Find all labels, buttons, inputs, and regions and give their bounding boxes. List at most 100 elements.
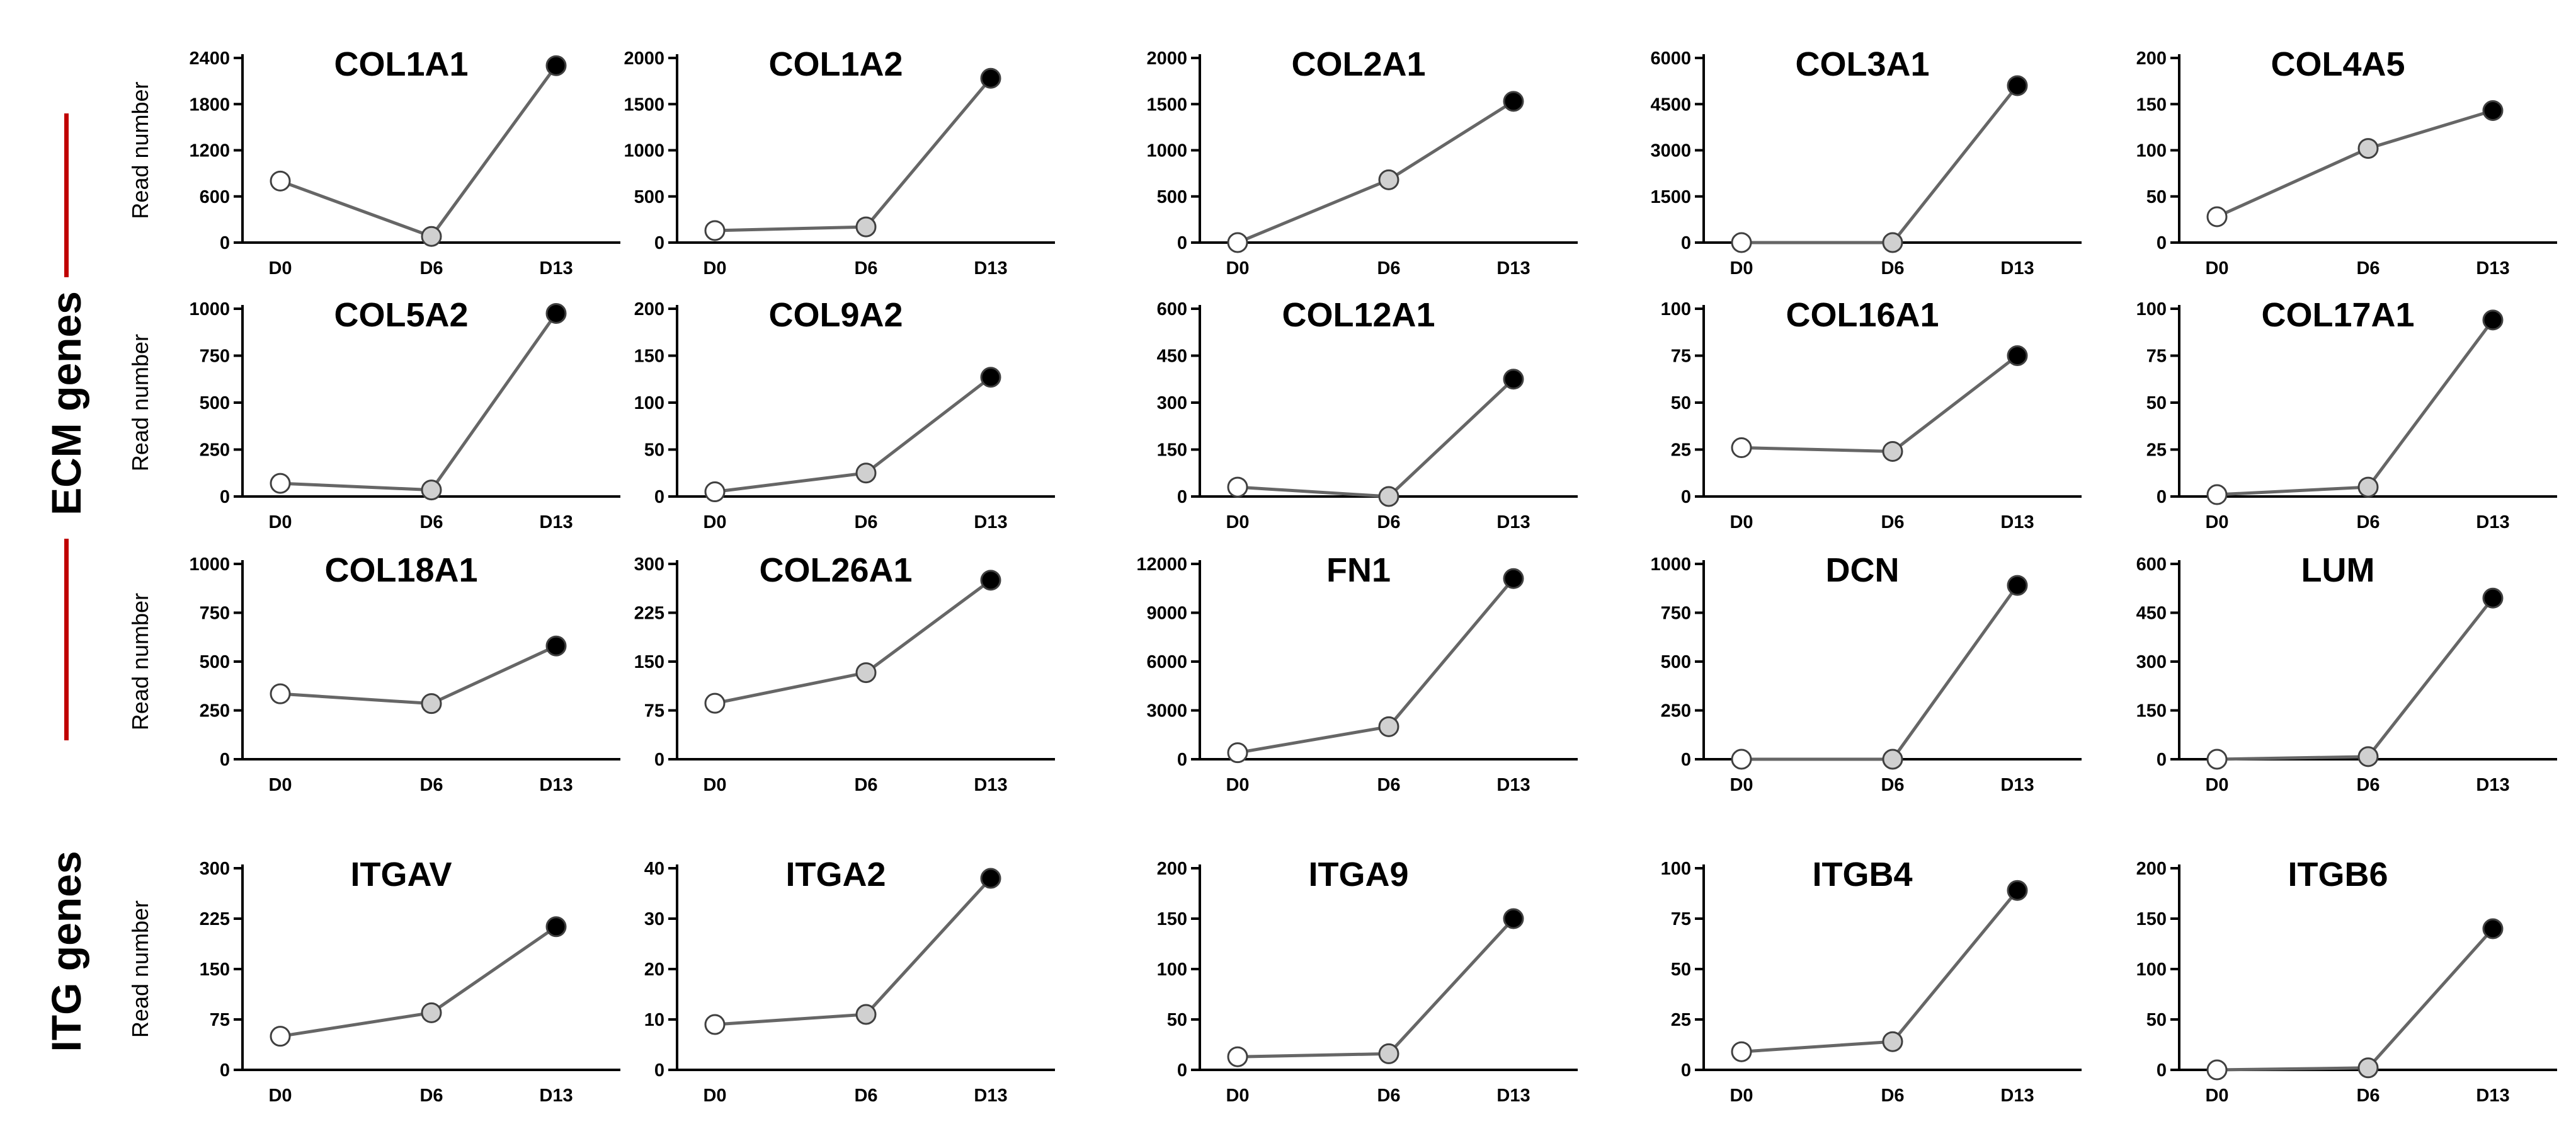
col17a1-x-tick-label: D0 (2205, 512, 2228, 532)
itga2-point-d6 (855, 1004, 877, 1025)
col17a1-y-tick-label: 50 (2146, 393, 2167, 413)
col26a1-y-tick-label: 300 (634, 554, 664, 575)
lum-x-tick-label: D13 (2476, 775, 2509, 795)
itgb4-series-line (1741, 889, 2019, 1053)
col1a1-y-tick-label: 1800 (189, 95, 230, 115)
dcn-y-tick-label: 500 (1661, 652, 1691, 672)
itga2-y-tick-label: 10 (644, 1010, 664, 1030)
itgav-y-tick-label: 0 (220, 1060, 230, 1081)
col12a1-series-line (1237, 377, 1515, 498)
col1a2-x-tick-label: D0 (703, 258, 726, 278)
col16a1-x-tick-label: D6 (1881, 512, 1904, 532)
itga2-point-d0 (704, 1014, 726, 1035)
itga9-y-tick-label: 0 (1177, 1060, 1187, 1081)
col1a1-x-tick-label: D6 (419, 258, 443, 278)
col5a2-point-d6 (421, 479, 442, 501)
itgav-y-tick-label: 225 (200, 909, 230, 929)
col4a5-y-tick-label: 100 (2136, 141, 2167, 161)
col26a1-point-d0 (704, 692, 726, 714)
col1a1-y-tick-label: 0 (220, 233, 230, 253)
fn1-point-d13 (1503, 568, 1524, 589)
itgb6-y-tick-label: 0 (2157, 1060, 2167, 1081)
col1a2-series-line (714, 77, 992, 232)
col3a1-point-d6 (1882, 232, 1903, 253)
lum-series-line (2216, 597, 2494, 761)
itga9-point-d0 (1227, 1046, 1248, 1067)
col12a1-y-tick-label: 300 (1157, 393, 1187, 413)
itgav-y-axis-label: Read number (127, 900, 153, 1038)
col26a1-x-tick-label: D6 (854, 775, 877, 795)
col1a2-chart-title: COL1A2 (768, 45, 903, 83)
col17a1-chart-title: COL17A1 (2261, 296, 2414, 334)
col9a2-series-line (714, 376, 992, 494)
col17a1-x-tick-label: D6 (2356, 512, 2379, 532)
col9a2-y-tick-label: 150 (634, 347, 664, 367)
itgav-chart-title: ITGAV (351, 856, 452, 893)
col4a5-x-tick-label: D6 (2356, 258, 2379, 278)
lum-x-tick-label: D0 (2205, 775, 2228, 795)
lum-chart-title: LUM (2301, 551, 2375, 589)
itgb6-point-d6 (2357, 1057, 2379, 1079)
col16a1-x-tick-label: D0 (1730, 512, 1753, 532)
col4a5-series-line (2216, 109, 2493, 219)
col9a2-chart-title: COL9A2 (768, 296, 903, 334)
col16a1-point-d0 (1731, 437, 1752, 459)
col1a1-y-tick-label: 1200 (189, 141, 230, 161)
itga9-y-tick-label: 50 (1167, 1010, 1187, 1030)
itga2-y-tick-label: 40 (644, 859, 664, 879)
col1a2-x-tick-label: D13 (974, 258, 1007, 278)
dcn-y-tick-label: 750 (1661, 604, 1691, 624)
col12a1-x-tick-label: D0 (1226, 512, 1249, 532)
col12a1-y-tick-label: 150 (1157, 440, 1187, 461)
col18a1-x-tick-label: D13 (539, 775, 573, 795)
col1a2-y-tick-label: 1000 (624, 141, 664, 161)
col2a1-y-tick-label: 1000 (1146, 141, 1187, 161)
ecm-genes-label: ECM genes (43, 291, 89, 515)
fn1-x-tick-label: D13 (1496, 775, 1530, 795)
fn1-y-tick-label: 3000 (1146, 701, 1187, 721)
col17a1-point-d0 (2206, 484, 2228, 505)
lum-point-d6 (2357, 746, 2379, 767)
col5a2-x-tick-label: D0 (268, 512, 292, 532)
col12a1-x-tick-label: D13 (1496, 512, 1530, 532)
itga2-x-tick-label: D13 (974, 1086, 1007, 1106)
itga2-x-tick-label: D0 (703, 1086, 726, 1106)
col5a2-y-tick-label: 750 (200, 347, 230, 367)
col26a1-y-tick-label: 150 (634, 652, 664, 672)
col9a2-x-tick-label: D6 (854, 512, 877, 532)
col5a2-y-tick-label: 500 (200, 393, 230, 413)
col2a1-point-d13 (1503, 91, 1524, 112)
itga2-series-line (714, 877, 992, 1026)
col9a2-y-tick-label: 50 (644, 440, 664, 461)
col16a1-series-line (1741, 354, 2019, 454)
itgb4-y-tick-label: 25 (1671, 1010, 1691, 1030)
col12a1-point-d6 (1378, 486, 1399, 507)
itga9-x-tick-label: D6 (1377, 1086, 1400, 1106)
col1a1-y-axis-label: Read number (127, 81, 153, 219)
col18a1-chart-title: COL18A1 (324, 551, 477, 589)
col1a2-point-d6 (855, 216, 877, 238)
col18a1-y-axis-label: Read number (127, 593, 153, 730)
col18a1-y-tick-label: 1000 (189, 554, 230, 575)
col17a1-point-d13 (2482, 309, 2504, 331)
col16a1-point-d6 (1882, 440, 1903, 462)
col4a5-x-tick-label: D13 (2476, 258, 2509, 278)
col2a1-x-tick-label: D0 (1226, 258, 1249, 278)
col17a1-y-tick-label: 25 (2146, 440, 2167, 461)
col26a1-y-tick-label: 75 (644, 701, 664, 721)
col2a1-y-tick-label: 0 (1177, 233, 1187, 253)
col3a1-y-tick-label: 6000 (1650, 49, 1691, 69)
lum-y-tick-label: 0 (2157, 750, 2167, 770)
itgb4-x-tick-label: D6 (1881, 1086, 1904, 1106)
col5a2-point-d0 (270, 473, 291, 494)
itgav-y-tick-label: 150 (200, 960, 230, 980)
col1a2-y-tick-label: 2000 (624, 49, 664, 69)
col16a1-y-tick-label: 75 (1671, 347, 1691, 367)
col18a1-x-tick-label: D0 (268, 775, 292, 795)
col26a1-series-line (714, 578, 992, 705)
itga9-y-tick-label: 100 (1157, 960, 1187, 980)
col4a5-point-d0 (2206, 206, 2228, 227)
col1a2-x-tick-label: D6 (854, 258, 877, 278)
col18a1-point-d13 (545, 635, 567, 657)
